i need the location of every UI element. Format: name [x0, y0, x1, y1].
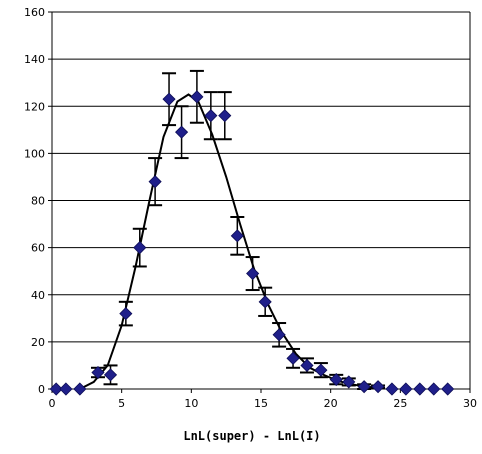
data-point: [441, 382, 455, 396]
y-tick-label-160: 160: [24, 6, 45, 19]
gridlines: [52, 11, 470, 343]
data-point: [427, 382, 441, 396]
data-point: [329, 373, 343, 387]
data-point: [49, 382, 63, 396]
data-point: [133, 241, 147, 255]
data-point: [286, 351, 300, 365]
data-point: [148, 175, 162, 189]
data-point: [272, 328, 286, 342]
x-axis-title: LnL(super) - LnL(I): [183, 429, 320, 443]
data-point: [357, 380, 371, 394]
x-tick-label-30: 30: [463, 397, 477, 410]
data-point: [342, 375, 356, 389]
data-point: [300, 358, 314, 373]
y-tick-label-20: 20: [31, 336, 45, 349]
fit-curve: [79, 93, 380, 390]
x-tick-label-10: 10: [184, 397, 198, 410]
data-point: [190, 90, 204, 104]
data-markers: [49, 90, 455, 396]
data-point: [119, 307, 133, 321]
data-point: [59, 382, 73, 396]
data-point: [246, 266, 260, 281]
y-tick-label-140: 140: [24, 53, 45, 66]
data-point: [230, 229, 244, 243]
data-point: [175, 125, 189, 139]
data-point: [91, 365, 105, 380]
y-tick-label-120: 120: [24, 100, 45, 113]
y-axis-ticks: 0 20 40 60 80 100 120 140 160: [24, 6, 52, 396]
data-point: [103, 368, 118, 382]
x-tick-label-20: 20: [324, 397, 338, 410]
data-point: [162, 92, 176, 106]
data-point: [385, 382, 399, 396]
data-point: [218, 109, 232, 123]
y-tick-label-100: 100: [24, 147, 45, 160]
x-tick-label-25: 25: [393, 397, 407, 410]
data-point: [204, 109, 218, 123]
data-point: [399, 382, 413, 396]
data-point: [314, 363, 328, 377]
y-tick-label-0: 0: [38, 383, 45, 396]
x-axis-ticks: 0 5 10 15 20 25 30: [49, 389, 477, 410]
data-point: [413, 382, 427, 396]
y-tick-label-80: 80: [31, 195, 45, 208]
y-tick-label-40: 40: [31, 289, 45, 302]
data-point: [371, 380, 385, 394]
x-tick-label-5: 5: [118, 397, 125, 410]
x-tick-label-0: 0: [49, 397, 56, 410]
y-tick-label-60: 60: [31, 242, 45, 255]
data-point: [258, 295, 272, 309]
fit-curve-layer: [79, 93, 380, 390]
x-tick-label-15: 15: [254, 397, 268, 410]
data-point: [73, 382, 87, 396]
